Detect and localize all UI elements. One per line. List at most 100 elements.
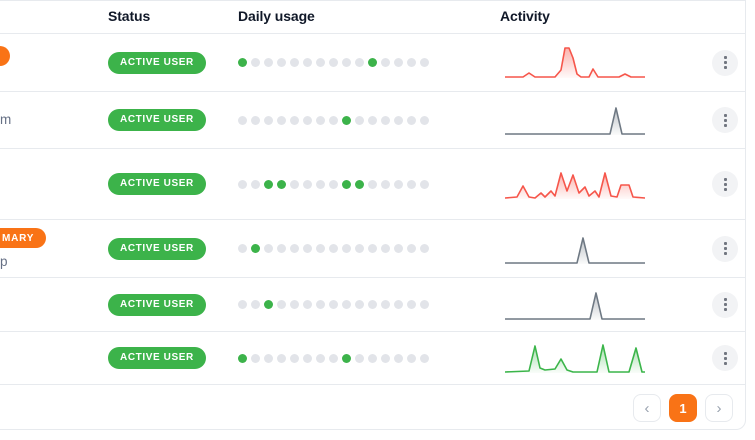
usage-dot <box>394 353 403 363</box>
usage-dot <box>355 115 364 125</box>
usage-dot <box>290 353 299 363</box>
usage-dot <box>407 115 416 125</box>
usage-dot <box>290 244 299 253</box>
usage-dot <box>251 179 260 189</box>
usage-dot <box>277 353 286 363</box>
usage-dot <box>368 300 377 309</box>
usage-dot <box>407 179 416 189</box>
daily-usage-dots <box>238 58 500 67</box>
row-menu-button[interactable] <box>712 107 738 133</box>
usage-dot <box>251 300 260 309</box>
usage-dot <box>251 353 260 363</box>
usage-dot <box>238 244 247 253</box>
header-user-column <box>0 1 108 33</box>
table-row: ACTIVE USER <box>0 278 745 332</box>
user-cell <box>0 332 108 384</box>
usage-dot <box>290 179 299 189</box>
activity-sparkline <box>505 291 645 320</box>
daily-usage-dots <box>238 353 500 363</box>
user-text-fragment: m <box>0 112 12 128</box>
usage-dot <box>316 58 325 67</box>
activity-sparkline <box>505 236 645 264</box>
user-table-card: Status Daily usage Activity ACTIVE USER … <box>0 0 746 430</box>
activity-sparkline <box>505 46 645 78</box>
usage-dot <box>277 244 286 253</box>
usage-dot <box>329 244 338 253</box>
usage-dot <box>264 115 273 125</box>
pagination-next-button[interactable]: › <box>705 394 733 422</box>
usage-dot <box>342 244 351 253</box>
table-row: m ACTIVE USER <box>0 92 745 149</box>
row-menu-button[interactable] <box>712 235 738 262</box>
pagination-page-1-button[interactable]: 1 <box>669 394 697 422</box>
usage-dot <box>303 244 312 253</box>
activity-sparkline <box>505 107 645 135</box>
table-footer: ‹ 1 › <box>0 385 745 429</box>
column-header-status: Status <box>108 8 151 24</box>
activity-sparkline <box>505 344 645 373</box>
column-header-activity: Activity <box>500 8 550 24</box>
usage-dot <box>355 300 364 309</box>
table-row: ACTIVE USER <box>0 34 745 92</box>
row-menu-button[interactable] <box>712 291 738 318</box>
usage-dot <box>329 179 338 189</box>
table-row: ACTIVE USER <box>0 149 745 220</box>
usage-dot <box>420 115 429 125</box>
usage-dot <box>420 353 429 363</box>
usage-dot <box>277 300 286 309</box>
usage-dot-active <box>251 244 260 253</box>
usage-dot <box>290 58 299 67</box>
pagination-prev-button[interactable]: ‹ <box>633 394 661 422</box>
usage-dot <box>381 244 390 253</box>
usage-dot <box>290 115 299 125</box>
usage-dot <box>329 58 338 67</box>
usage-dot <box>329 300 338 309</box>
usage-dot <box>420 179 429 189</box>
table-row: MARY p ACTIVE USER <box>0 220 745 278</box>
daily-usage-dots <box>238 300 500 309</box>
usage-dot-active <box>264 179 273 189</box>
usage-dot <box>238 115 247 125</box>
status-badge: ACTIVE USER <box>108 237 206 260</box>
usage-dot <box>290 300 299 309</box>
status-badge: ACTIVE USER <box>108 347 206 369</box>
activity-sparkline <box>505 172 645 199</box>
usage-dot <box>277 115 286 125</box>
usage-dot <box>394 115 403 125</box>
chevron-left-icon: ‹ <box>644 399 650 417</box>
row-menu-button[interactable] <box>712 171 738 197</box>
user-cell <box>0 34 108 91</box>
usage-dot <box>381 300 390 309</box>
usage-dot <box>420 244 429 253</box>
usage-dot <box>316 179 325 189</box>
usage-dot <box>316 115 325 125</box>
usage-dot <box>303 58 312 67</box>
daily-usage-dots <box>238 115 500 125</box>
row-menu-button[interactable] <box>712 49 738 76</box>
usage-dot <box>407 353 416 363</box>
usage-dot <box>394 179 403 189</box>
usage-dot-active <box>368 58 377 67</box>
usage-dot <box>381 58 390 67</box>
usage-dot <box>368 244 377 253</box>
usage-dot-active <box>355 179 364 189</box>
usage-dot <box>303 115 312 125</box>
usage-dot <box>420 300 429 309</box>
usage-dot-active <box>277 179 286 189</box>
usage-dot <box>238 179 247 189</box>
user-badge: MARY <box>0 228 47 249</box>
usage-dot <box>303 353 312 363</box>
row-menu-button[interactable] <box>712 345 738 371</box>
usage-dot <box>407 300 416 309</box>
usage-dot <box>342 58 351 67</box>
usage-dot-active <box>238 58 247 67</box>
usage-dot <box>329 353 338 363</box>
user-cell: MARY p <box>0 220 108 277</box>
column-header-daily-usage: Daily usage <box>238 8 315 24</box>
usage-dot-active <box>264 300 273 309</box>
user-cell <box>0 149 108 219</box>
usage-dot <box>342 300 351 309</box>
usage-dot <box>264 353 273 363</box>
usage-dot <box>329 115 338 125</box>
table-body: ACTIVE USER m ACTIVE USER ACTIVE USER MA… <box>0 34 745 385</box>
